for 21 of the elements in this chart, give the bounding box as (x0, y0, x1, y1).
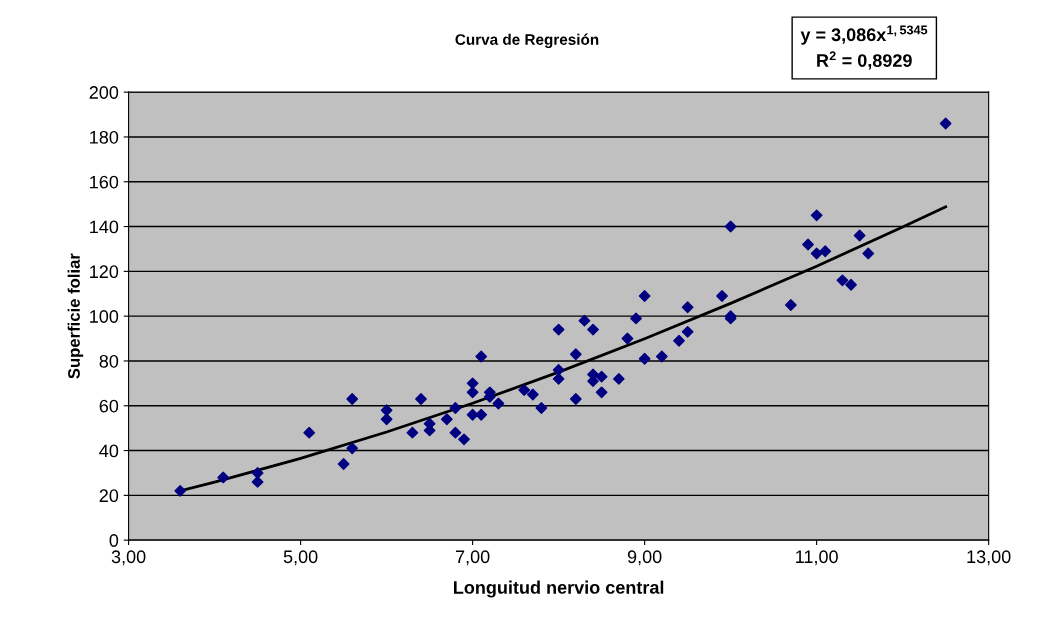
x-tick-label: 3,00 (111, 550, 146, 566)
y-tick-label: 80 (99, 354, 119, 368)
y-tick-label: 100 (90, 310, 119, 323)
x-tick-label: 5,00 (283, 550, 318, 566)
x-tick-label: 7,00 (455, 550, 490, 566)
y-axis-title: Superficie foliar (67, 253, 84, 379)
y-tick-label: 40 (99, 444, 119, 458)
x-tick-label: 13,00 (967, 550, 1011, 566)
y-tick-label: 180 (90, 130, 119, 144)
text: y = 3,086x$^{1,5345}$ R$^{2}$ = 0,8929 (800, 25, 928, 70)
chart-title: Curva de Regresión (455, 33, 599, 49)
y-tick-label: 200 (89, 86, 119, 99)
x-tick-label: 11,00 (796, 550, 838, 566)
y-tick-label: 120 (90, 265, 119, 279)
y-tick-label: 140 (90, 220, 119, 234)
y-tick-label: 60 (99, 399, 119, 413)
y-tick-label: 160 (90, 175, 119, 189)
x-axis-title: Longuitud nervio central (454, 580, 664, 598)
y-tick-label: 20 (99, 489, 119, 503)
x-tick-label: 9,00 (627, 550, 662, 566)
y-tick-label: 0 (109, 534, 119, 547)
